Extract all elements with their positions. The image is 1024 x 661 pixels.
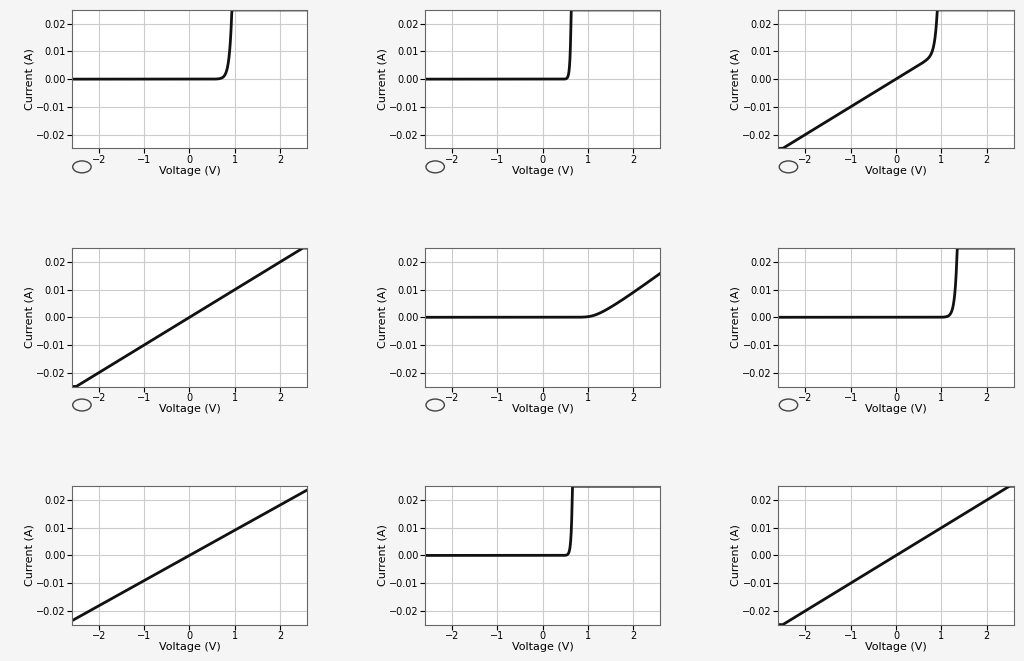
X-axis label: Voltage (V): Voltage (V) (512, 166, 573, 176)
Y-axis label: Current (A): Current (A) (731, 524, 741, 586)
Y-axis label: Current (A): Current (A) (378, 48, 388, 110)
X-axis label: Voltage (V): Voltage (V) (865, 642, 927, 652)
Y-axis label: Current (A): Current (A) (378, 286, 388, 348)
Y-axis label: Current (A): Current (A) (731, 286, 741, 348)
X-axis label: Voltage (V): Voltage (V) (159, 166, 220, 176)
Y-axis label: Current (A): Current (A) (25, 48, 35, 110)
X-axis label: Voltage (V): Voltage (V) (512, 404, 573, 414)
X-axis label: Voltage (V): Voltage (V) (159, 404, 220, 414)
X-axis label: Voltage (V): Voltage (V) (512, 642, 573, 652)
Y-axis label: Current (A): Current (A) (25, 286, 35, 348)
X-axis label: Voltage (V): Voltage (V) (865, 166, 927, 176)
Y-axis label: Current (A): Current (A) (731, 48, 741, 110)
Y-axis label: Current (A): Current (A) (25, 524, 35, 586)
X-axis label: Voltage (V): Voltage (V) (159, 642, 220, 652)
Y-axis label: Current (A): Current (A) (378, 524, 388, 586)
X-axis label: Voltage (V): Voltage (V) (865, 404, 927, 414)
